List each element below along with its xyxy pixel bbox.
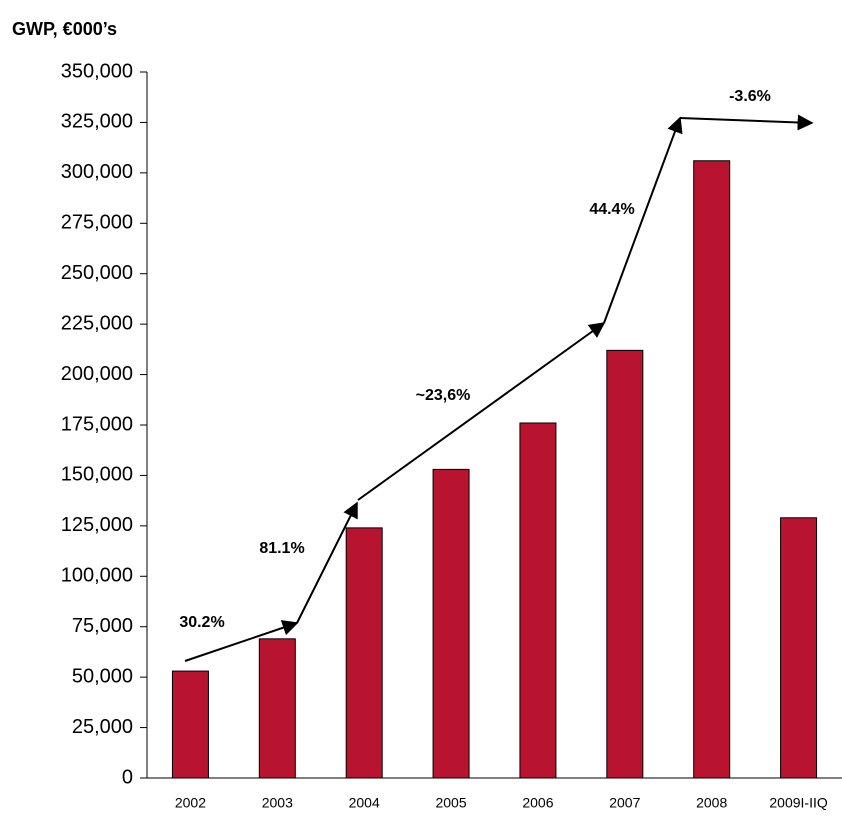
arrow	[357, 322, 606, 501]
arrow	[184, 620, 299, 662]
annotation: ~23,6%	[416, 387, 471, 404]
arrow	[296, 501, 358, 624]
arrow	[603, 116, 683, 324]
y-tick-label: 325,000	[61, 111, 133, 133]
y-tick-label: 50,000	[72, 665, 133, 687]
x-tick-label: 2006	[522, 795, 553, 811]
x-tick-label: 2008	[696, 795, 727, 811]
bar	[171, 670, 209, 779]
y-tick-label: 100,000	[61, 565, 133, 587]
bar	[519, 422, 557, 779]
x-tick-label: 2002	[175, 795, 206, 811]
trend-arrows	[184, 114, 814, 662]
y-tick-label: 275,000	[61, 212, 133, 234]
annotation: 44.4%	[589, 201, 634, 218]
bar	[780, 517, 818, 779]
bar	[432, 468, 470, 779]
y-tick-label: 225,000	[61, 312, 133, 334]
annotation: -3.6%	[729, 88, 771, 105]
bar	[606, 349, 644, 779]
y-tick-label: 0	[122, 766, 133, 788]
annotation: 30.2%	[179, 614, 224, 631]
y-tick-label: 250,000	[61, 262, 133, 284]
chart-title: GWP, €000’s	[12, 19, 117, 39]
annotation: 81.1%	[259, 540, 304, 557]
x-tick-label: 2003	[262, 795, 293, 811]
bar	[693, 160, 731, 779]
y-tick-label: 150,000	[61, 464, 133, 486]
y-tick-label: 175,000	[61, 413, 133, 435]
x-tick-label: 2009I-IIQ	[769, 795, 827, 811]
y-tick-label: 25,000	[72, 716, 133, 738]
x-tick-label: 2007	[609, 795, 640, 811]
bar	[345, 527, 383, 779]
y-tick-label: 200,000	[61, 363, 133, 385]
x-tick-label: 2004	[349, 795, 380, 811]
arrow	[679, 114, 814, 131]
x-tick-label: 2005	[435, 795, 466, 811]
y-tick-label: 125,000	[61, 514, 133, 536]
y-tick-label: 350,000	[61, 60, 133, 82]
y-tick-label: 300,000	[61, 161, 133, 183]
bar	[258, 638, 296, 779]
y-tick-label: 75,000	[72, 615, 133, 637]
